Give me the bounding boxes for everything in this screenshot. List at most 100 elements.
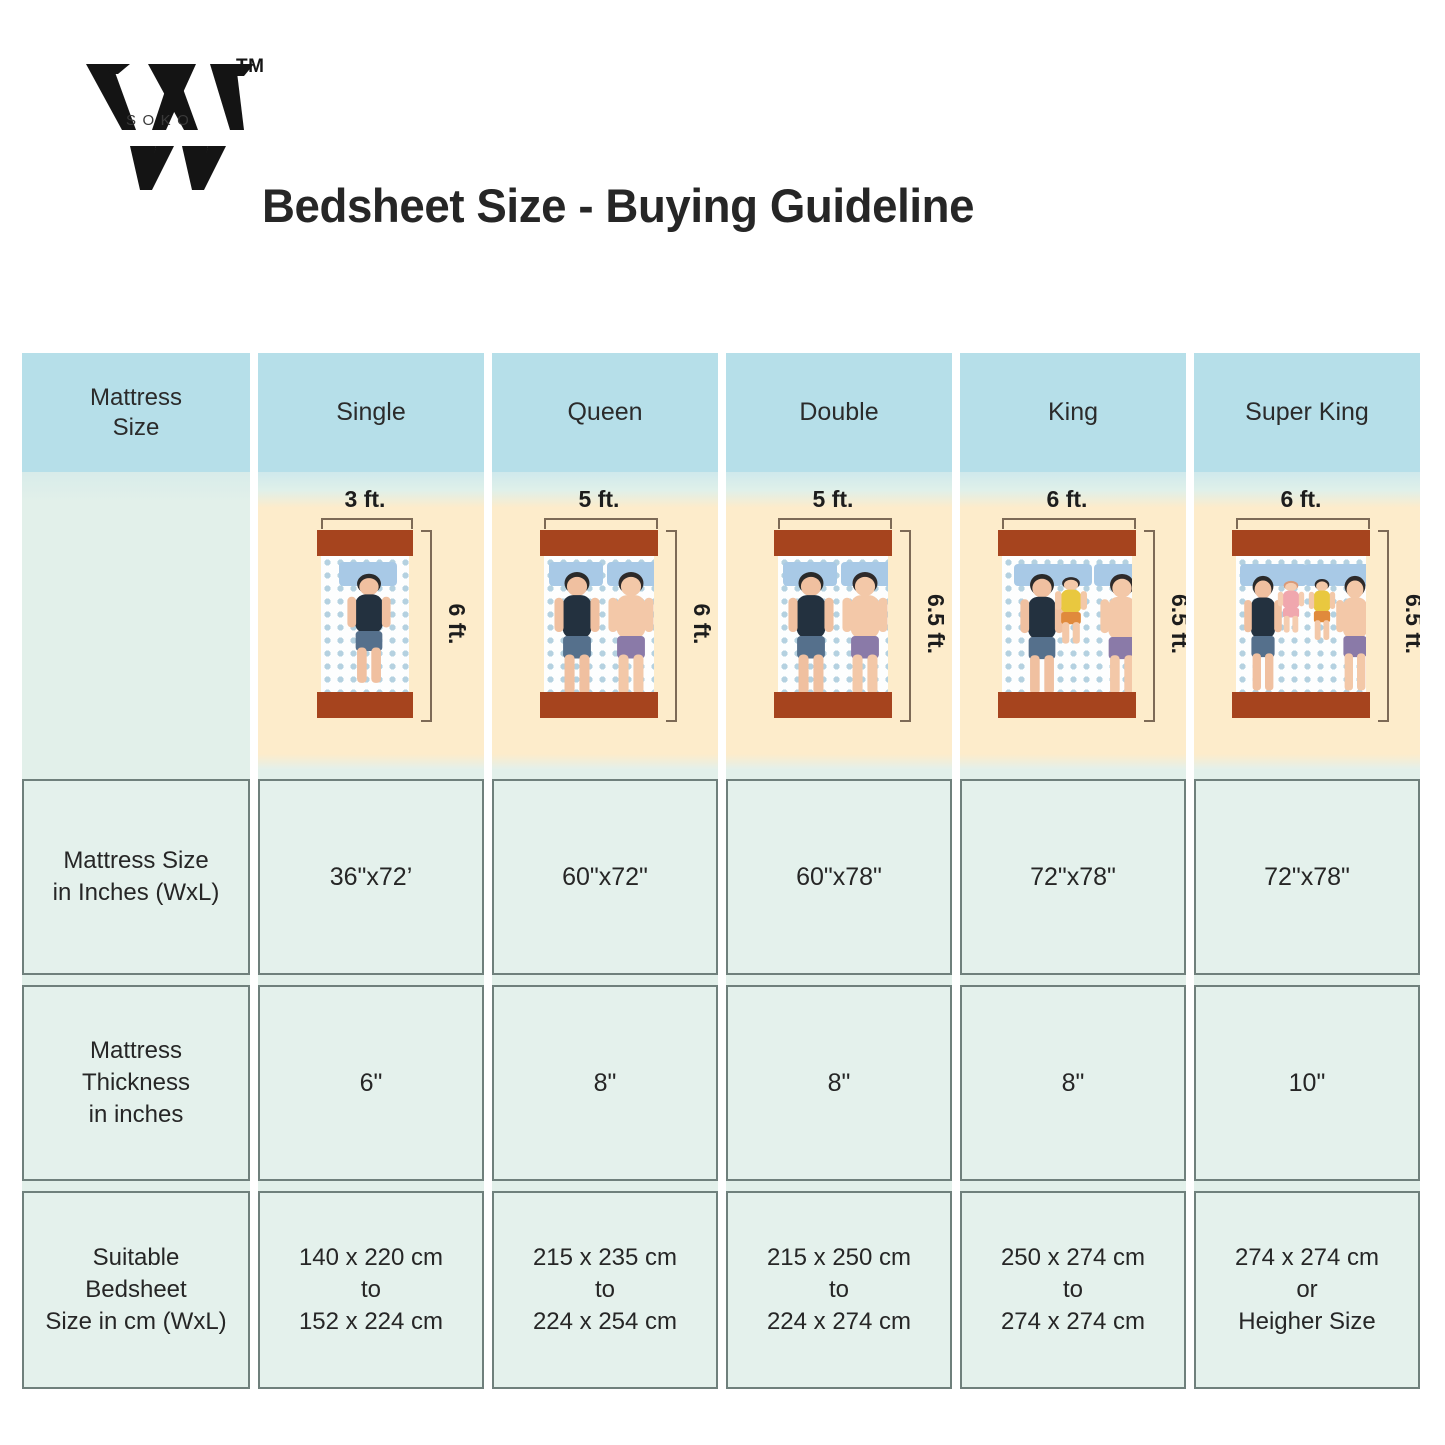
row-label-size-inches-wrap: Mattress Size in Inches (WxL) [22,769,250,975]
headboard [1232,530,1370,557]
bed-illustration: 5 ft. 6 ft. [492,472,718,769]
thickness-value: 10" [1194,985,1420,1181]
column-header-king[interactable]: King [960,353,1186,473]
bed-frame [317,530,413,719]
mattress [544,556,654,693]
bed-length-bracket [1144,530,1155,723]
bed-length-dimension-label: 6.5 ft. [1167,594,1186,655]
row-label-size-inches: Mattress Size in Inches (WxL) [22,779,250,975]
bed-width-dimension-label: 5 ft. [578,486,620,513]
size-inches-cell-wrap: 60"x72" [492,769,718,975]
bedsheet-line3: Heigher Size [1238,1307,1376,1335]
bed-length-dimension-label: 6.5 ft. [1401,594,1420,655]
bedsheet-line1: 215 x 235 cm [532,1244,678,1272]
bed-frame [998,530,1136,719]
mattress [321,556,409,693]
footboard [998,692,1136,719]
bedsheet-cell-wrap: 215 x 235 cm to 224 x 254 cm [492,1181,718,1389]
bedsheet-label-line1: Suitable [92,1244,180,1272]
column-header-double[interactable]: Double [726,353,952,473]
size-inches-cell-wrap: 72"x78" [960,769,1186,975]
bed-width-bracket [321,518,413,530]
bed-length-dimension-label: 6.5 ft. [923,594,949,655]
headboard [317,530,413,557]
bed-illustration: 5 ft. 6.5 ft. [726,472,952,769]
size-inches-label-line1: Mattress Size [63,847,209,875]
bedsheet-line3: 152 x 224 cm [298,1307,444,1335]
thickness-cell-wrap: 8" [492,975,718,1181]
bedsheet-cell-wrap: 250 x 274 cm to 274 x 274 cm [960,1181,1186,1389]
thickness-cell-wrap: 6" [258,975,484,1181]
size-inches-label-line2: in Inches (WxL) [52,879,220,906]
bedsheet-size-value: 215 x 250 cm to 224 x 274 cm [726,1191,952,1389]
bedsheet-size-value: 274 x 274 cm or Heigher Size [1194,1191,1420,1389]
bed-length-bracket [1378,530,1389,723]
thickness-cell-wrap: 8" [726,975,952,1181]
thickness-cell-wrap: 8" [960,975,1186,1181]
bedsheet-line1: 140 x 220 cm [298,1244,444,1272]
headboard [998,530,1136,557]
header-label-line1: Mattress [89,384,182,412]
bed-illustration: 3 ft. 6 ft. [258,472,484,769]
bed-frame [774,530,892,719]
illustration-cell-empty [22,472,250,769]
page-title: Bedsheet Size - Buying Guideline [262,179,975,232]
size-inches-value: 60"x78" [726,779,952,975]
bed-illustration: 6 ft. 6.5 ft. [1194,472,1420,769]
size-inches-cell-wrap: 36"x72’ [258,769,484,975]
size-inches-cell-wrap: 60"x78" [726,769,952,975]
bed-illustration-cell: 6 ft. 6.5 ft. [1194,472,1420,769]
pillow [1305,564,1337,587]
bed-width-bracket [778,518,892,530]
thickness-label-line1: Mattress [89,1037,182,1065]
bed-length-dimension-label: 6 ft. [689,603,715,645]
thickness-value: 8" [960,985,1186,1181]
column-header-queen[interactable]: Queen [492,353,718,473]
bedsheet-size-value: 250 x 274 cm to 274 x 274 cm [960,1191,1186,1389]
row-label-bedsheet-size: Suitable Bedsheet Size in cm (WxL) [22,1191,250,1389]
pillow [1240,564,1283,587]
size-inches-value: 36"x72’ [258,779,484,975]
bedsheet-line2: or [1296,1276,1318,1304]
bedsheet-line3: 274 x 274 cm [1000,1307,1146,1335]
bed-length-bracket [666,530,677,723]
size-inches-value: 60"x72" [492,779,718,975]
bedsheet-label-line2: Bedsheet [85,1276,187,1304]
bedsheet-line1: 215 x 250 cm [766,1244,912,1272]
bed-width-dimension-label: 3 ft. [344,486,386,513]
footboard [317,692,413,719]
row-label-thickness-wrap: Mattress Thickness in inches [22,975,250,1181]
bedsheet-size-value: 140 x 220 cm to 152 x 224 cm [258,1191,484,1389]
mattress [1236,556,1366,693]
bedsheet-size-table: Mattress Size Mattress Size in Inches (W… [22,353,1424,1389]
brand-name: SOKO [126,112,196,129]
header-label-line2: Size [112,413,160,441]
w-monogram-logo-icon [86,64,254,190]
brand-logo: TM SOKO [78,52,288,192]
bedsheet-label-line3: Size in cm (WxL) [45,1307,227,1335]
column-header-single[interactable]: Single [258,353,484,473]
size-inches-cell-wrap: 72"x78" [1194,769,1420,975]
pillow [1274,564,1307,587]
table-column-queen: Queen 5 ft. 6 ft. [492,353,718,1389]
headboard [540,530,658,557]
bed-illustration-cell: 5 ft. 6.5 ft. [726,472,952,769]
bed-illustration-cell: 6 ft. 6.5 ft. [960,472,1186,769]
thickness-value: 8" [726,985,952,1181]
bed-width-dimension-label: 5 ft. [812,486,854,513]
bedsheet-line2: to [360,1276,381,1304]
thickness-cell-wrap: 10" [1194,975,1420,1181]
column-header-label: Double [799,398,879,427]
row-label-thickness: Mattress Thickness in inches [22,985,250,1181]
bed-illustration-cell: 5 ft. 6 ft. [492,472,718,769]
bedsheet-line2: to [828,1276,849,1304]
bed-width-dimension-label: 6 ft. [1280,486,1322,513]
bed-width-bracket [1236,518,1370,530]
column-header-super-king[interactable]: Super King [1194,353,1420,473]
bed-length-dimension-label: 6 ft. [444,603,470,645]
bed-width-bracket [544,518,658,530]
footboard [1232,692,1370,719]
bed-length-bracket [421,530,432,723]
table-column-labels: Mattress Size Mattress Size in Inches (W… [22,353,250,1389]
